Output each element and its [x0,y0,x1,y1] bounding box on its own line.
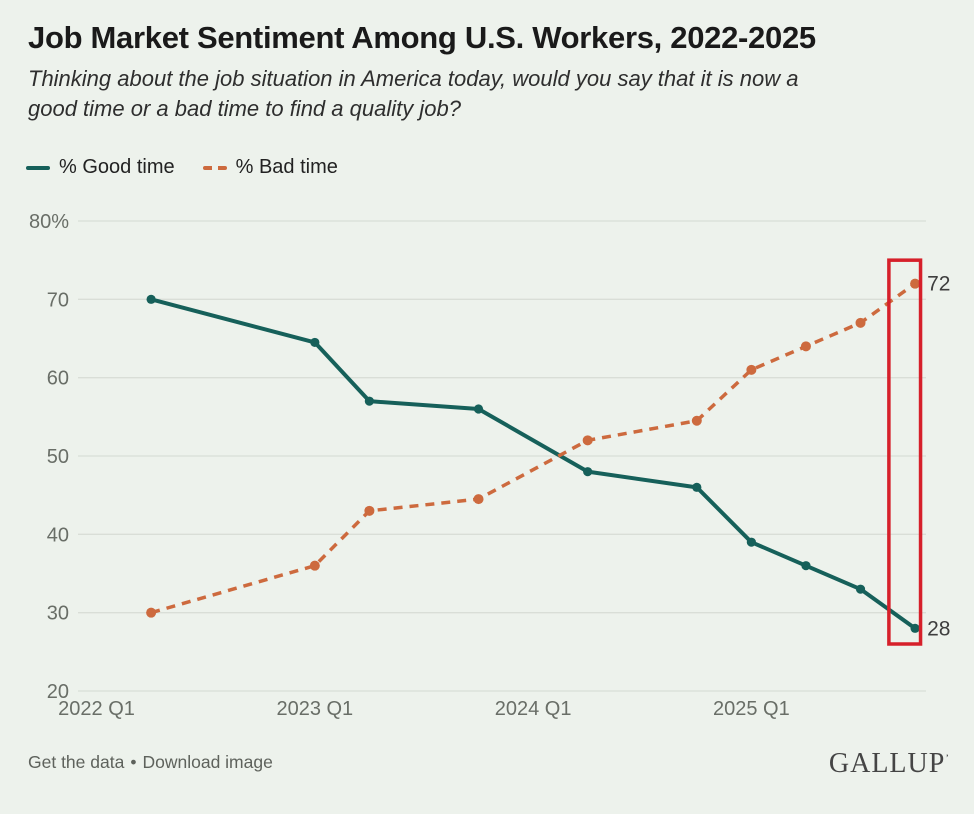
legend-item-good-time: % Good time [26,156,175,179]
y-tick-label: 80% [29,211,69,233]
end-value-label: 72 [927,273,950,296]
bad-time-line [150,282,917,615]
end-value-label: 28 [927,617,950,640]
good-time-line [150,297,917,630]
bad-time-data-point [473,494,484,505]
good-time-data-point [910,623,920,633]
subtitle-line-1: Thinking about the job situation in Amer… [28,66,799,91]
good-time-data-point [855,584,866,594]
legend-item-bad-time: % Bad time [202,156,338,179]
bad-time-data-point [691,415,702,426]
y-tick-label: 60 [47,368,69,390]
page-title: Job Market Sentiment Among U.S. Workers,… [28,20,816,55]
good-time-data-point [310,337,320,348]
bad-time-data-point [309,560,320,571]
footer-links: Get the data • Download image [28,752,273,773]
good-time-data-point [801,561,811,571]
footer-separator: • [130,752,137,772]
bad-time-data-point [746,364,757,375]
y-tick-label: 70 [47,289,69,311]
bad-time-data-point [582,435,593,446]
good-time-data-point [746,537,756,547]
y-tick-label: 20 [47,681,69,703]
y-tick-label: 50 [47,446,69,468]
x-tick-label: 2025 Q1 [713,698,790,720]
bad-time-data-point [855,317,866,328]
x-tick-label: 2023 Q1 [276,698,353,720]
chart-legend: % Good time % Bad time [26,156,338,179]
bad-time-data-point [146,607,157,618]
gallup-logo-mark: ’ [945,752,950,765]
bad-time-data-point [800,341,811,352]
subtitle-line-2: good time or a bad time to find a qualit… [28,96,461,122]
good-time-data-point [146,294,156,304]
y-tick-label: 40 [47,524,69,546]
download-image-link[interactable]: Download image [142,752,273,772]
highlight-box [887,258,923,646]
gallup-logo: GALLUP’ [829,748,950,780]
good-time-data-point [583,467,593,477]
get-the-data-link[interactable]: Get the data [28,752,125,772]
legend-label-good-time: % Good time [59,156,175,178]
gallup-logo-text: GALLUP [828,748,946,779]
legend-label-bad-time: % Bad time [235,156,338,178]
good-time-data-point [364,396,374,406]
bad-time-data-point [364,505,375,516]
x-tick-label: 2024 Q1 [495,698,572,720]
chart-subtitle: Thinking about the job situation in Amer… [28,64,798,125]
good-time-data-point [692,482,702,492]
bad-time-data-point [910,278,921,289]
x-tick-label: 2022 Q1 [58,698,135,720]
y-tick-label: 30 [47,603,69,625]
bad-time-line-swatch [202,165,227,170]
good-time-line-swatch [26,165,50,170]
good-time-data-point [473,404,484,414]
